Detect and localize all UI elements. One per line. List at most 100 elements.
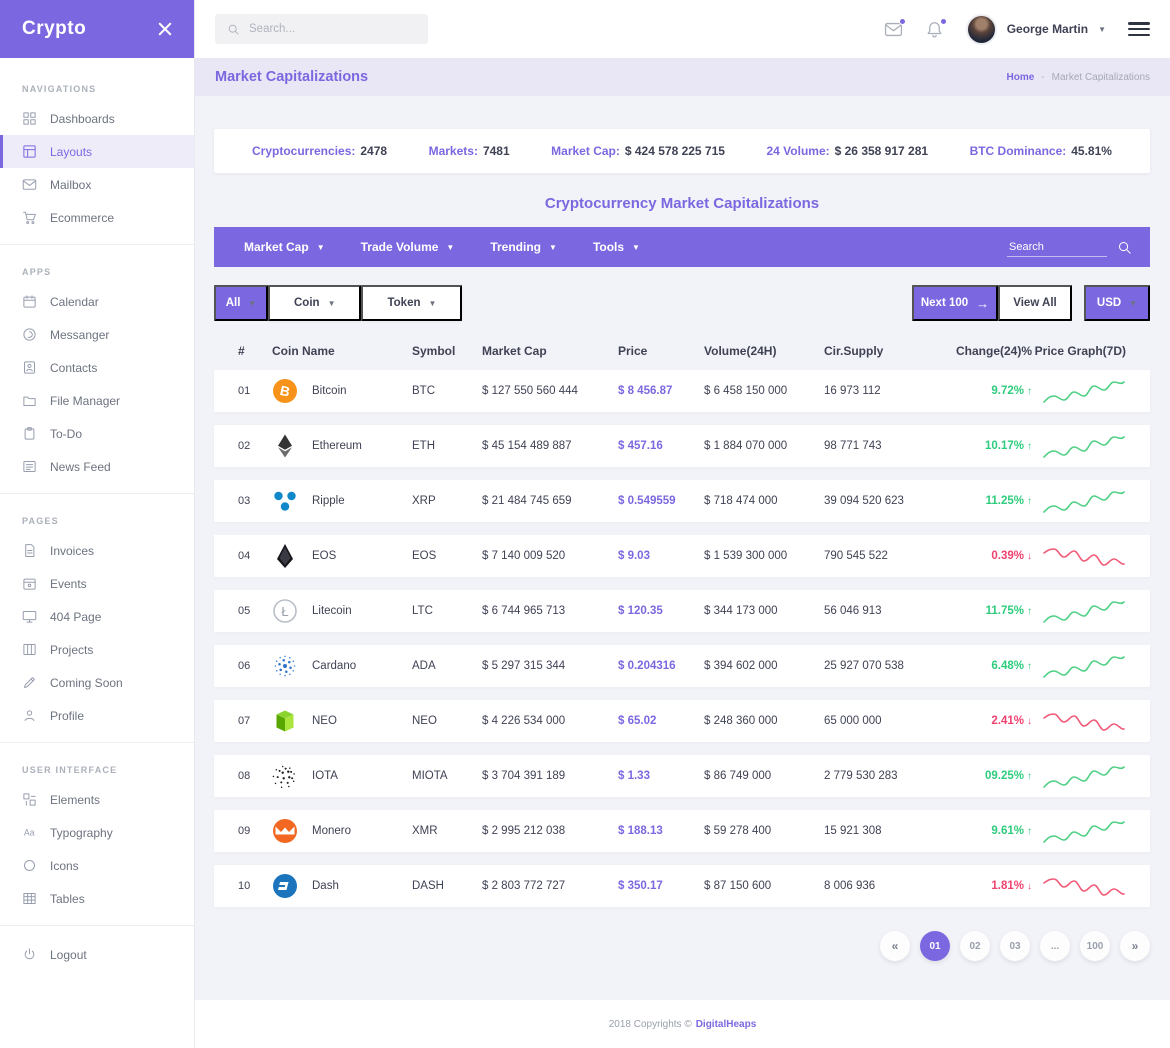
view-all-button[interactable]: View All (998, 285, 1072, 321)
table-row-miota[interactable]: 08 IOTA MIOTA $ 3 704 391 189 $ 1.33 $ 86 749… (214, 755, 1150, 797)
sidebar-item-dashboards[interactable]: Dashboards (0, 102, 194, 135)
stat-label: BTC Dominance: (969, 144, 1067, 158)
table-row-neo[interactable]: 07 NEO NEO $ 4 226 534 000 $ 65.02 $ 248 360 … (214, 700, 1150, 742)
table-row-eos[interactable]: 04 EOS EOS $ 7 140 009 520 $ 9.03 $ 1 539 300… (214, 535, 1150, 577)
sidebar-item-coming-soon[interactable]: Coming Soon (0, 666, 194, 699)
market-cap-cell: $ 7 140 009 520 (482, 550, 566, 562)
sidebar-item-tables[interactable]: Tables (0, 882, 194, 915)
caret-down-icon: ▼ (446, 242, 455, 252)
caret-down-icon: ▼ (632, 242, 640, 252)
layout-icon (22, 144, 37, 159)
sidebar-item-messanger[interactable]: Messanger (0, 318, 194, 351)
pagination-page-100[interactable]: 100 (1080, 931, 1110, 961)
rank-cell: 10 (238, 880, 251, 892)
stat-value: 2478 (360, 144, 388, 158)
coin-name: EOS (312, 550, 337, 562)
pagination-page-01[interactable]: 01 (920, 931, 950, 961)
breadcrumb: Home - Market Capitalizations (1006, 72, 1150, 83)
stat-item: Cryptocurrencies: 2478 (252, 144, 387, 158)
brand-logo: Crypto (22, 18, 87, 39)
filter-token-button[interactable]: Token ▼ (361, 285, 463, 321)
toolbar-menu-tools[interactable]: Tools ▼ (593, 240, 640, 254)
pagination-next[interactable]: » (1120, 931, 1150, 961)
caret-down-icon: ▼ (549, 242, 557, 252)
table-row-xrp[interactable]: 03 Ripple XRP $ 21 484 745 659 $ 0.549559 $ 7… (214, 480, 1150, 522)
change-value: 10.17% (984, 440, 1024, 452)
bell-icon[interactable] (925, 17, 947, 39)
coin-cell: Cardano (272, 653, 412, 679)
stat-value: $ 26 358 917 281 (834, 144, 929, 158)
mail-icon[interactable] (884, 17, 906, 39)
filter-coin-button[interactable]: Coin ▼ (268, 285, 362, 321)
sidebar-item-calendar[interactable]: Calendar (0, 285, 194, 318)
sidebar-item-to-do[interactable]: To-Do (0, 417, 194, 450)
sidebar-item-projects[interactable]: Projects (0, 633, 194, 666)
ripple-coin-icon (272, 488, 298, 514)
sidebar-item-events[interactable]: Events (0, 567, 194, 600)
sidebar-item-typography[interactable]: Aa Typography (0, 816, 194, 849)
change-value: 9.61% (991, 825, 1024, 837)
stat-label: Cryptocurrencies: (252, 144, 356, 158)
sidebar-item-elements[interactable]: Elements (0, 783, 194, 816)
table-search-input[interactable] (1007, 237, 1107, 257)
power-icon (22, 947, 37, 962)
sidebar-item-404-page[interactable]: 404 Page (0, 600, 194, 633)
sidebar-item-label: Icons (50, 858, 79, 873)
pagination-page-...[interactable]: ... (1040, 931, 1070, 961)
caret-down-icon: ▼ (1129, 298, 1138, 308)
rank-cell: 04 (238, 550, 251, 562)
next-100-button[interactable]: Next 100 → (912, 285, 998, 321)
hamburger-icon[interactable] (1128, 22, 1150, 36)
filter-row: All ▼ Coin ▼ Token ▼ Next 100 → View All USD… (214, 285, 1150, 321)
sidebar-item-invoices[interactable]: Invoices (0, 534, 194, 567)
toolbar-menu-label: Trending (490, 240, 542, 254)
coin-name: IOTA (312, 770, 338, 782)
nav-divider (0, 244, 194, 245)
table-row-dash[interactable]: 10 Dash DASH $ 2 803 772 727 $ 350.17 $ 87 15… (214, 865, 1150, 907)
table-row-btc[interactable]: 01 B Bitcoin BTC $ 127 550 560 444 $ 8 456.87… (214, 370, 1150, 412)
table-row-eth[interactable]: 02 Ethereum ETH $ 45 154 489 887 $ 457.16 $ 1… (214, 425, 1150, 467)
toolbar-menu-market-cap[interactable]: Market Cap ▼ (244, 240, 325, 254)
filter-all-button[interactable]: All ▼ (214, 285, 268, 321)
sidebar-item-mailbox[interactable]: Mailbox (0, 168, 194, 201)
sidebar-item-label: News Feed (50, 459, 111, 474)
table-row-xmr[interactable]: 09 Monero XMR $ 2 995 212 038 $ 188.13 $ 59 2… (214, 810, 1150, 852)
symbol-cell: XRP (412, 495, 436, 507)
coin-cell: IOTA (272, 763, 412, 789)
bell-badge (939, 17, 947, 25)
search-input[interactable] (249, 23, 399, 35)
close-icon[interactable] (156, 20, 174, 38)
search-icon[interactable] (1117, 240, 1132, 255)
sidebar-item-news-feed[interactable]: News Feed (0, 450, 194, 483)
sidebar-item-contacts[interactable]: Contacts (0, 351, 194, 384)
volume-cell: $ 1 539 300 000 (704, 550, 788, 562)
symbol-cell: NEO (412, 715, 437, 727)
pagination-page-02[interactable]: 02 (960, 931, 990, 961)
global-search[interactable] (215, 14, 428, 44)
sidebar-item-icons[interactable]: Icons (0, 849, 194, 882)
toolbar-menus: Market Cap ▼ Trade Volume ▼ Trending ▼ Tools ▼ (244, 240, 676, 254)
toolbar-menu-trade-volume[interactable]: Trade Volume ▼ (361, 240, 455, 254)
sidebar-item-logout[interactable]: Logout (0, 938, 194, 971)
table-row-ltc[interactable]: 05 Ł Litecoin LTC $ 6 744 965 713 $ 120.35 $ 3… (214, 590, 1150, 632)
volume-cell: $ 394 602 000 (704, 660, 778, 672)
price-graph (1032, 761, 1126, 791)
change-value: 09.25% (984, 770, 1024, 782)
coin-cell: NEO (272, 708, 412, 734)
currency-select-button[interactable]: USD ▼ (1084, 285, 1150, 321)
volume-cell: $ 87 150 600 (704, 880, 772, 892)
toolbar-menu-trending[interactable]: Trending ▼ (490, 240, 557, 254)
pagination-prev[interactable]: « (880, 931, 910, 961)
table-row-ada[interactable]: 06 Cardano ADA $ 5 297 315 344 $ 0.204316 $ 3… (214, 645, 1150, 687)
sidebar-item-ecommerce[interactable]: Ecommerce (0, 201, 194, 234)
user-menu[interactable]: George Martin ▼ (965, 13, 1106, 45)
sidebar-item-profile[interactable]: Profile (0, 699, 194, 732)
sidebar-item-layouts[interactable]: Layouts (0, 135, 194, 168)
symbol-cell: MIOTA (412, 770, 448, 782)
footer-brand-link[interactable]: DigitalHeaps (695, 1018, 757, 1030)
breadcrumb-home-link[interactable]: Home (1006, 71, 1035, 83)
pagination-page-03[interactable]: 03 (1000, 931, 1030, 961)
sidebar-item-file-manager[interactable]: File Manager (0, 384, 194, 417)
supply-cell: 2 779 530 283 (824, 770, 898, 782)
user-name: George Martin (1006, 22, 1089, 36)
